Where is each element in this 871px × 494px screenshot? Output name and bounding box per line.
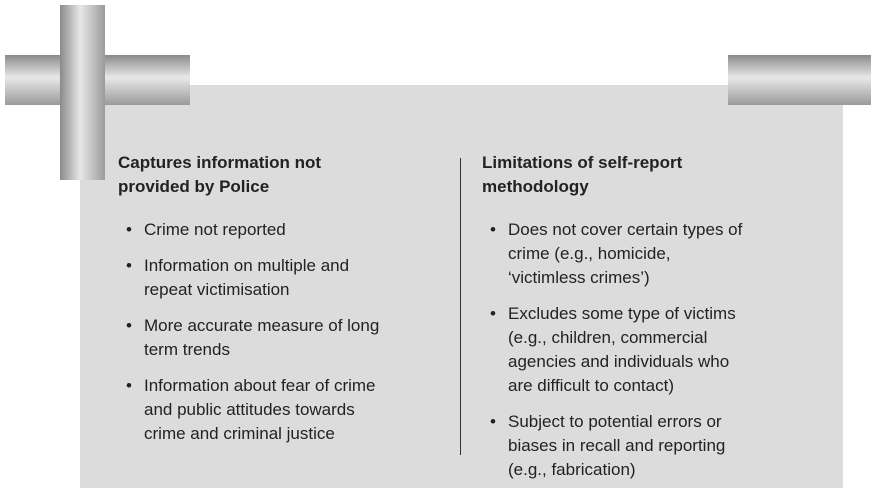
column: Limitations of self-report methodology Doe… [482, 151, 742, 494]
text-line: crime and criminal justice [144, 424, 335, 443]
text-line: term trends [144, 340, 230, 359]
column-heading: Captures information not provided by Poli… [118, 151, 379, 199]
text-line: Information about fear of crime [144, 376, 376, 395]
column-heading: Limitations of self-report methodology [482, 151, 742, 199]
text-line: Subject to potential errors or [508, 412, 722, 431]
text-line: crime (e.g., homicide, [508, 244, 671, 263]
bullet-item: More accurate measure of long term trends [126, 314, 379, 362]
text-line: biases in recall and reporting [508, 436, 726, 455]
decor-bar [60, 5, 105, 180]
bullet-item: Information about fear of crime and publi… [126, 374, 379, 446]
text-line: methodology [482, 177, 589, 196]
text-line: (e.g., children, commercial [508, 328, 708, 347]
divider [460, 158, 461, 455]
text-line: ‘victimless crimes’) [508, 268, 650, 287]
text-line: provided by Police [118, 177, 270, 196]
text-line: and public attitudes towards [144, 400, 355, 419]
column: Captures information not provided by Poli… [118, 151, 379, 458]
text-line: Does not cover certain types of [508, 220, 743, 239]
bullet-item: Excludes some type of victims (e.g., chil… [490, 302, 742, 398]
text-line: are difficult to contact) [508, 376, 674, 395]
text-line: Limitations of self-report [482, 153, 683, 172]
bullet-item: Information on multiple and repeat victim… [126, 254, 379, 302]
bullet-item: Subject to potential errors or biases in … [490, 410, 742, 482]
text-line: Information on multiple and [144, 256, 350, 275]
text-line: Crime not reported [144, 220, 286, 239]
decor-bar [728, 55, 871, 105]
text-line: repeat victimisation [144, 280, 290, 299]
bullet-item: Does not cover certain types of crime (e.… [490, 218, 742, 290]
text-line: agencies and individuals who [508, 352, 730, 371]
bullet-item: Crime not reported [126, 218, 379, 242]
text-line: More accurate measure of long [144, 316, 380, 335]
text-line: Excludes some type of victims [508, 304, 736, 323]
text-line: Captures information not [118, 153, 322, 172]
text-line: (e.g., fabrication) [508, 460, 636, 479]
